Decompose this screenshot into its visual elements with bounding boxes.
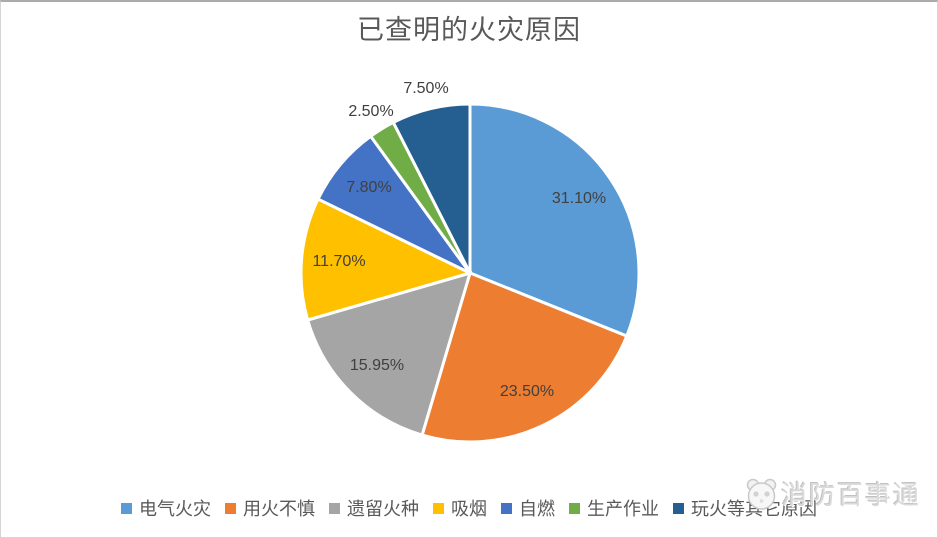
- slice-label-生产作业: 2.50%: [348, 103, 394, 120]
- legend-swatch-icon: [433, 502, 444, 514]
- pie-slice-吸烟: [299, 197, 475, 322]
- legend-item-玩火等其它原因: 玩火等其它原因: [673, 495, 817, 521]
- legend-item-吸烟: 吸烟: [433, 495, 487, 521]
- slice-label-电气火灾: 31.10%: [551, 190, 607, 207]
- pie-slice-用火不慎: [420, 270, 629, 444]
- pie-chart: [299, 102, 641, 444]
- legend-swatch-icon: [329, 502, 340, 514]
- legend-item-遗留火种: 遗留火种: [329, 495, 419, 521]
- slice-label-遗留火种: 15.95%: [349, 357, 405, 374]
- legend-item-生产作业: 生产作业: [569, 495, 659, 521]
- legend-item-电气火灾: 电气火灾: [121, 495, 211, 521]
- legend-label: 生产作业: [587, 499, 659, 519]
- legend-swatch-icon: [673, 502, 684, 514]
- legend-swatch-icon: [121, 502, 132, 514]
- legend-swatch-icon: [225, 502, 236, 514]
- legend-swatch-icon: [501, 502, 512, 514]
- legend-label: 吸烟: [451, 499, 487, 519]
- legend-swatch-icon: [569, 502, 580, 514]
- legend-label: 玩火等其它原因: [691, 499, 817, 519]
- pie-slice-电气火灾: [468, 102, 641, 339]
- legend-label: 用火不慎: [243, 499, 315, 519]
- slice-label-自燃: 7.80%: [346, 179, 392, 196]
- legend-label: 自燃: [519, 499, 555, 519]
- pie-slice-遗留火种: [305, 270, 473, 437]
- slice-label-用火不慎: 23.50%: [499, 383, 555, 400]
- chart-legend: 电气火灾 用火不慎 遗留火种 吸烟 自燃 生产作业 玩火等其它原因: [1, 495, 937, 521]
- chart-title: 已查明的火灾原因: [357, 15, 581, 45]
- legend-label: 遗留火种: [347, 499, 419, 519]
- pie-slice-玩火等其它原因: [391, 102, 472, 274]
- legend-item-用火不慎: 用火不慎: [225, 495, 315, 521]
- slice-label-吸烟: 11.70%: [312, 253, 366, 270]
- slice-label-玩火等其它原因: 7.50%: [403, 80, 449, 97]
- legend-label: 电气火灾: [139, 499, 211, 519]
- legend-item-自燃: 自燃: [501, 495, 555, 521]
